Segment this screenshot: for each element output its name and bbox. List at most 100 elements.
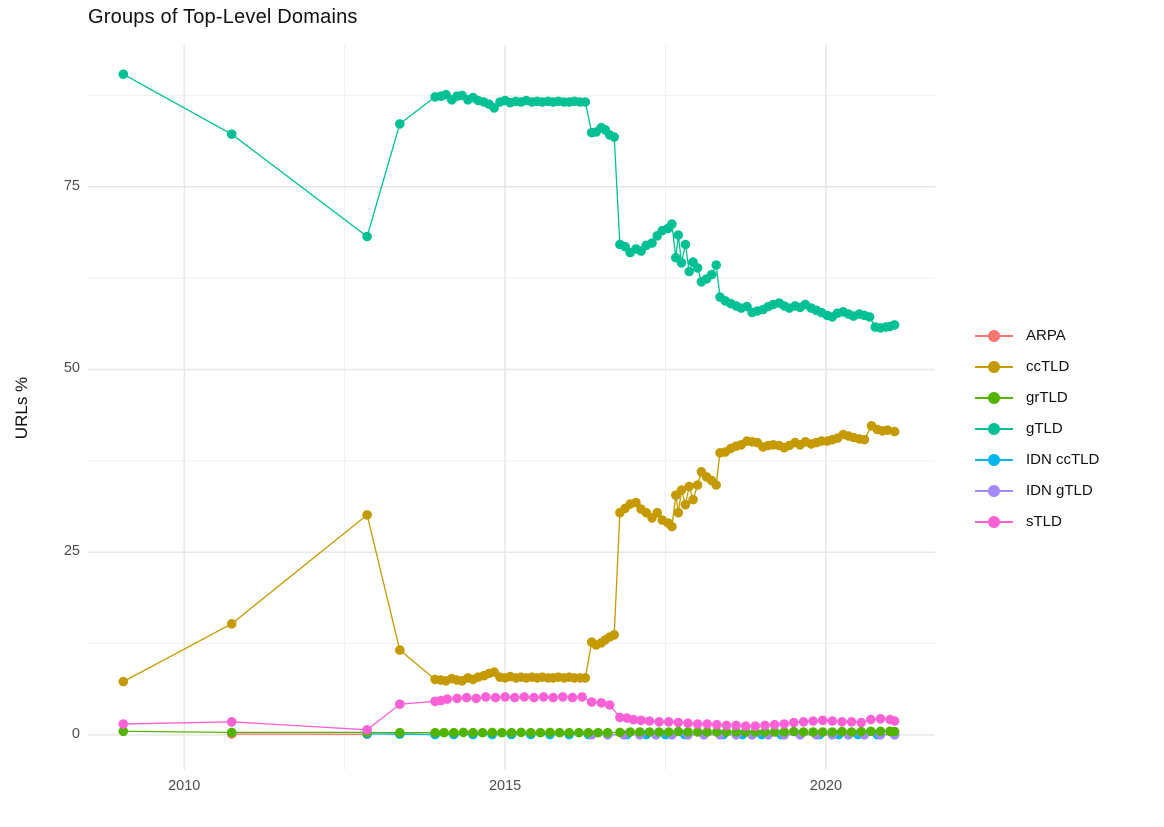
x-tick-label: 2020 — [809, 778, 843, 794]
legend-label: grTLD — [1026, 389, 1068, 406]
data-point — [692, 480, 703, 490]
data-point — [798, 727, 809, 737]
data-point — [628, 714, 639, 725]
data-point — [580, 673, 591, 683]
data-point — [808, 727, 818, 737]
data-point — [779, 719, 789, 729]
data-point — [497, 727, 507, 738]
data-point — [362, 725, 372, 735]
legend-item-gtld: gTLD — [975, 413, 1099, 444]
data-point — [684, 481, 694, 492]
data-point — [769, 719, 780, 730]
data-point — [667, 219, 677, 229]
data-point — [702, 727, 712, 737]
data-point — [889, 320, 900, 330]
data-point — [538, 692, 549, 702]
data-point — [692, 263, 703, 273]
data-point — [545, 727, 555, 738]
data-point — [554, 727, 565, 738]
y-axis-title: URLs % — [12, 376, 31, 440]
series-stld — [118, 692, 900, 735]
data-point — [471, 693, 482, 704]
data-point — [866, 714, 876, 725]
data-point — [644, 716, 655, 726]
data-point — [625, 727, 635, 737]
y-tick-label: 50 — [63, 360, 80, 377]
data-point — [635, 727, 645, 737]
series-arpa — [226, 729, 372, 740]
data-point — [676, 258, 687, 268]
legend-label: ccTLD — [1026, 358, 1070, 375]
data-point — [683, 727, 693, 737]
data-point — [395, 645, 405, 655]
data-point — [663, 727, 674, 737]
data-point — [789, 726, 799, 737]
data-point — [673, 726, 684, 737]
data-point — [731, 727, 741, 737]
data-point — [535, 727, 546, 738]
data-point — [439, 727, 449, 738]
data-point — [615, 712, 625, 723]
data-point — [118, 719, 129, 729]
data-point — [721, 720, 732, 731]
data-point — [490, 692, 501, 703]
y-tick-label: 0 — [71, 725, 80, 742]
data-point — [596, 698, 607, 708]
legend-item-grtld: grTLD — [975, 382, 1099, 413]
data-point — [827, 716, 838, 726]
data-point — [609, 132, 619, 142]
legend-label: ARPA — [1026, 327, 1066, 344]
legend: ARPA ccTLD grTLD gTLD IDN ccTLD IDN gTLD sTLD — [975, 320, 1099, 537]
data-point — [779, 727, 789, 737]
data-point — [866, 726, 876, 737]
data-point — [706, 269, 717, 280]
data-point — [808, 716, 818, 726]
data-point — [731, 720, 741, 731]
data-point — [362, 510, 372, 520]
data-point — [548, 692, 558, 703]
data-point — [526, 727, 536, 738]
legend-key-icon — [975, 360, 1013, 374]
data-point — [558, 692, 568, 702]
data-point — [817, 727, 828, 737]
legend-label: IDN ccTLD — [1026, 451, 1100, 468]
data-point — [580, 97, 591, 107]
data-point — [615, 727, 625, 738]
data-point — [750, 721, 761, 731]
data-point — [604, 700, 615, 710]
data-point — [702, 719, 712, 729]
data-point — [583, 727, 594, 738]
data-point — [461, 692, 472, 703]
series-cctld — [118, 421, 900, 687]
data-point — [889, 716, 900, 726]
data-point — [875, 714, 886, 724]
legend-key-icon — [975, 484, 1013, 498]
data-point — [395, 727, 405, 738]
data-point — [837, 726, 847, 737]
data-point — [516, 727, 526, 738]
data-point — [529, 692, 539, 703]
data-point — [769, 727, 780, 737]
legend-item-arpa: ARPA — [975, 320, 1099, 351]
data-point — [837, 717, 847, 727]
data-point — [593, 727, 603, 738]
legend-key-icon — [975, 453, 1013, 467]
data-point — [519, 692, 530, 702]
legend-key-icon — [975, 515, 1013, 529]
data-point — [395, 119, 405, 129]
y-tick-label: 75 — [63, 177, 80, 194]
data-point — [673, 230, 684, 240]
data-point — [452, 693, 462, 704]
data-point — [487, 727, 498, 738]
data-point — [712, 727, 722, 737]
data-point — [712, 719, 722, 730]
legend-key-icon — [975, 329, 1013, 343]
data-point — [226, 727, 237, 738]
legend-key-icon — [975, 391, 1013, 405]
data-point — [430, 727, 440, 738]
legend-label: gTLD — [1026, 420, 1063, 437]
data-point — [856, 726, 866, 737]
data-point — [688, 494, 698, 505]
